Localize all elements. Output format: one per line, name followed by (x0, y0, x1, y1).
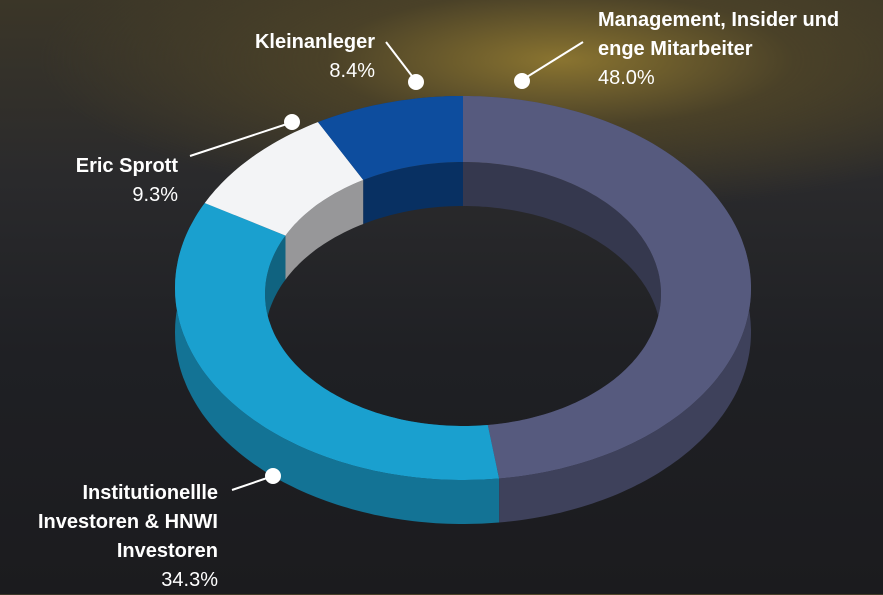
segment-label: Institutionellle Investoren & HNWI Inves… (0, 479, 218, 595)
category-label: Eric Sprott (0, 152, 178, 181)
category-label: Management, Insider und enge Mitarbeiter (598, 6, 868, 64)
segment-label: Management, Insider und enge Mitarbeiter… (598, 6, 868, 93)
leader-line (522, 42, 583, 80)
leader-dot (515, 74, 529, 88)
value-label: 48.0% (598, 64, 868, 93)
leader-line (232, 477, 270, 490)
leader-dot (266, 469, 280, 483)
leader-line (386, 42, 415, 80)
value-label: 8.4% (195, 57, 375, 86)
value-label: 34.3% (0, 566, 218, 595)
category-label: Institutionellle Investoren & HNWI Inves… (0, 479, 218, 566)
value-label: 9.3% (0, 181, 178, 210)
page: {"chart_data": {"type": "donut", "catego… (0, 0, 883, 594)
category-label: Kleinanleger (195, 28, 375, 57)
leader-dot (409, 75, 423, 89)
donut-layer (175, 96, 751, 480)
leader-dot (285, 115, 299, 129)
